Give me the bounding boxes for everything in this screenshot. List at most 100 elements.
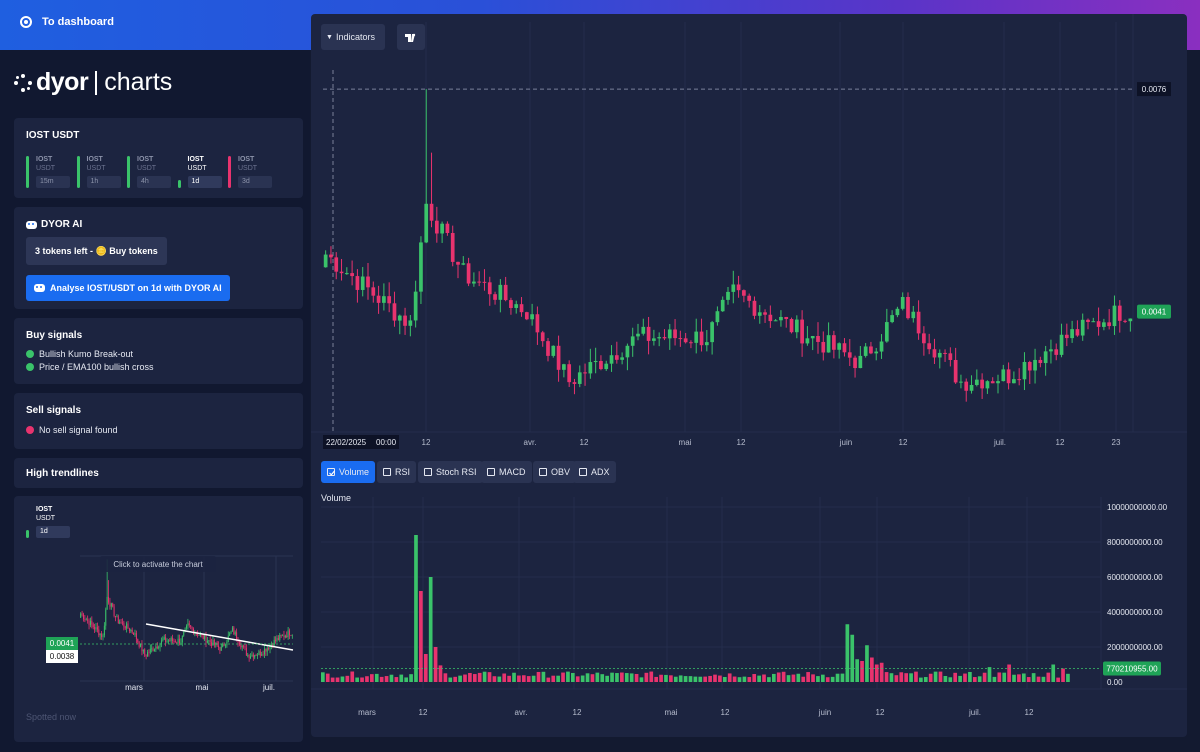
mini-candle-body <box>84 619 86 620</box>
candle-body <box>376 295 381 303</box>
y-tick-label: 8000000000.00 <box>1107 538 1163 547</box>
ai-title: DYOR AI <box>41 219 83 230</box>
volume-bar <box>620 672 624 682</box>
buy-tokens-button[interactable]: 3 tokens left - 🪙 Buy tokens <box>26 237 167 265</box>
timeframe-15m[interactable]: IOST USDT 15m <box>26 156 74 188</box>
mini-candle-body <box>162 639 164 641</box>
analyse-ai-label: Analyse IOST/USDT on 1d with DYOR AI <box>50 283 222 293</box>
volume-bar <box>566 671 570 682</box>
tf-symbol: IOST <box>36 156 53 163</box>
mini-candle-body <box>229 633 231 636</box>
x-tick-label: juil. <box>968 708 981 717</box>
mini-candle-body <box>188 623 190 626</box>
mini-candle-body <box>198 635 200 636</box>
timeframe-4h[interactable]: IOST USDT 4h <box>127 156 175 188</box>
y-tick-label: 0.00 <box>1107 678 1123 687</box>
candle-body <box>869 346 873 354</box>
indicators-button[interactable]: ▼ Indicators <box>321 24 385 50</box>
volume-bar <box>389 674 394 682</box>
tf-symbol: IOST <box>137 156 154 163</box>
volume-bar <box>776 672 781 682</box>
tf-badge: 1d <box>36 526 70 538</box>
dashboard-link[interactable]: To dashboard <box>20 16 114 28</box>
smile-green-icon <box>26 363 34 371</box>
sell-signal-label: No sell signal found <box>39 425 118 435</box>
tab-rsi[interactable]: RSI <box>377 461 417 483</box>
mini-candle-body <box>102 635 104 637</box>
analyse-ai-button[interactable]: Analyse IOST/USDT on 1d with DYOR AI <box>26 275 230 301</box>
volume-bar <box>928 673 933 682</box>
dashboard-link-label: To dashboard <box>42 16 114 28</box>
mini-candle-body <box>105 609 107 626</box>
tab-macd[interactable]: MACD <box>481 461 532 483</box>
volume-bar <box>722 676 727 682</box>
trendline-mini-chart[interactable]: 0.0041 0.0038 Click to activate the chart m… <box>14 496 303 742</box>
candle-body <box>879 341 884 352</box>
candle-body <box>890 315 894 323</box>
candle-body <box>937 352 942 358</box>
timeframe-3d[interactable]: IOST USDT 3d <box>228 156 276 188</box>
volume-bar <box>919 677 923 682</box>
tab-adx[interactable]: ADX <box>573 461 616 483</box>
volume-bar <box>953 672 958 682</box>
volume-bar <box>590 674 595 682</box>
mini-candle-body <box>94 627 96 630</box>
tf-symbol: IOST <box>238 156 255 163</box>
mini-candle-body <box>87 619 89 621</box>
tradingview-icon[interactable] <box>397 24 425 50</box>
x-tick-label: 12 <box>721 708 730 717</box>
volume-bar <box>512 672 516 682</box>
dyor-logo[interactable]: dyor charts <box>14 68 172 97</box>
mini-candle-body <box>155 646 157 650</box>
x-tick-label: mai <box>679 438 692 447</box>
candle-body <box>450 233 455 262</box>
trendlines-title: High trendlines <box>26 468 99 479</box>
mini-candle-body <box>110 603 112 607</box>
volume-bar <box>982 672 987 682</box>
candle-body <box>996 381 1000 384</box>
mini-candle-body <box>234 632 236 635</box>
volume-bar <box>821 674 825 682</box>
current-volume-label: 770210955.00 <box>1106 665 1158 674</box>
candle-body <box>493 294 497 300</box>
volume-bar <box>811 674 815 682</box>
mini-candle-body <box>213 639 215 645</box>
tab-obv[interactable]: OBV <box>533 461 577 483</box>
candle-body <box>667 329 672 339</box>
buy-signals-title: Buy signals <box>26 330 83 341</box>
candle-body <box>768 314 773 322</box>
mini-candle-body <box>226 642 228 646</box>
tab-stoch-rsi[interactable]: Stoch RSI <box>418 461 483 483</box>
price-chart[interactable]: 0.0076 0.0041 12 avr. 12 mai 12 juin 12 juil. 12 23… <box>311 14 1187 454</box>
mini-candle-body <box>199 634 201 636</box>
volume-bar <box>727 673 732 682</box>
mini-candle-body <box>145 655 147 657</box>
timeframe-1d[interactable]: IOST USDT 1d <box>177 156 226 188</box>
mini-candle-body <box>262 654 264 656</box>
volume-bar <box>330 677 335 682</box>
trendlines-header-card: High trendlines <box>14 458 303 488</box>
volume-bar <box>1061 668 1065 682</box>
volume-bar <box>997 672 1002 682</box>
checkbox-icon <box>424 468 432 476</box>
mini-price-green: 0.0041 <box>50 639 75 648</box>
volume-bar <box>600 674 605 682</box>
checkbox-icon <box>487 468 495 476</box>
candle-body <box>821 341 826 353</box>
mini-candle-body <box>177 638 179 643</box>
tab-volume[interactable]: Volume <box>321 461 376 483</box>
volume-bar <box>1031 673 1036 682</box>
volume-bar <box>571 672 575 682</box>
candle-body <box>1006 369 1011 384</box>
volume-bar <box>698 676 703 682</box>
candle-body <box>689 342 693 344</box>
timeframe-1h[interactable]: IOST USDT 1h <box>76 156 125 188</box>
mini-candle-body <box>208 640 210 642</box>
volume-chart[interactable]: Volume 10000000000.00 8000000000.00 6000000… <box>311 477 1187 737</box>
volume-bar <box>943 676 948 682</box>
candle-body <box>974 379 979 385</box>
volume-bar <box>526 676 531 682</box>
candle-body <box>794 319 799 333</box>
tab-label: RSI <box>395 467 411 477</box>
volume-bar <box>472 674 477 682</box>
